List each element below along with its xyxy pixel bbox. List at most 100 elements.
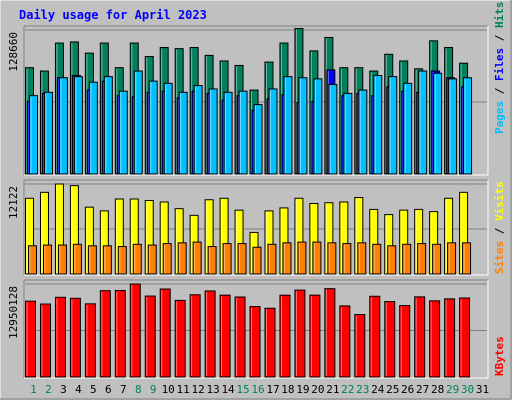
bar-kbytes-day-4: [69, 297, 81, 378]
bar-pages-day-29: [448, 78, 458, 175]
bar-pages-day-4: [73, 76, 83, 175]
legend-pages: Pages: [493, 101, 506, 134]
bar-kbytes-day-24: [369, 295, 381, 378]
day-label: 27: [416, 383, 429, 396]
bar-pages-day-7: [118, 90, 128, 175]
bar-pages-day-16: [253, 104, 263, 175]
y-max-label-visits-sites: 12122: [7, 186, 20, 219]
bar-kbytes-day-25: [384, 301, 396, 378]
bar-kbytes-day-7: [114, 289, 126, 378]
bar-kbytes-day-23: [354, 314, 366, 378]
bar-pages-day-25: [388, 76, 398, 175]
bar-sites-day-18: [282, 242, 292, 275]
bar-pages-day-23: [358, 89, 368, 175]
bar-pages-day-17: [268, 88, 278, 175]
bar-kbytes-day-26: [399, 305, 411, 378]
day-label: 17: [266, 383, 279, 396]
bar-kbytes-day-2: [39, 303, 51, 378]
bar-kbytes-day-13: [204, 290, 216, 378]
bar-sites-day-23: [357, 242, 367, 275]
bar-pages-day-18: [283, 76, 293, 175]
bar-pages-day-24: [373, 75, 383, 175]
bar-sites-day-19: [297, 241, 307, 275]
bar-kbytes-day-9: [144, 295, 156, 378]
bar-pages-day-22: [343, 92, 353, 175]
day-label: 15: [236, 383, 249, 396]
legend-separator: /: [493, 221, 506, 241]
day-label: 30: [461, 383, 474, 396]
bar-sites-day-11: [177, 242, 187, 275]
bar-pages-day-9: [148, 80, 158, 175]
legend-hits: Hits: [493, 2, 506, 29]
day-label: 18: [281, 383, 294, 396]
legend-hits-files-pages: Pages / Files / Hits: [493, 2, 506, 135]
bar-sites-day-13: [207, 246, 217, 275]
panel-kbytes: 12950128 KBytes: [7, 279, 506, 379]
bar-sites-day-30: [462, 242, 472, 275]
bar-kbytes-day-1: [25, 300, 36, 378]
bar-kbytes-day-6: [99, 290, 111, 378]
day-label: 9: [150, 383, 157, 396]
legend-visits: Visits: [493, 181, 506, 221]
legend-separator: /: [493, 81, 506, 101]
day-label: 1: [30, 383, 37, 396]
bar-sites-day-25: [387, 245, 397, 275]
day-label: 3: [60, 383, 67, 396]
day-label: 10: [162, 383, 175, 396]
bar-sites-day-5: [87, 245, 97, 275]
day-label: 24: [371, 383, 385, 396]
bar-kbytes-day-15: [234, 296, 246, 378]
bar-sites-day-3: [57, 244, 67, 275]
bar-pages-day-8: [133, 70, 143, 175]
day-label: 6: [105, 383, 112, 396]
day-label: 21: [326, 383, 339, 396]
bar-pages-day-27: [418, 70, 428, 175]
day-label: 26: [401, 383, 414, 396]
bar-sites-day-21: [327, 242, 337, 275]
day-label: 19: [296, 383, 309, 396]
bar-pages-day-19: [298, 77, 308, 175]
legend-kbytes: KBytes: [493, 336, 506, 376]
bar-sites-day-24: [372, 243, 382, 275]
bar-pages-day-15: [238, 90, 248, 175]
bar-pages-day-11: [178, 91, 188, 175]
bar-pages-day-28: [433, 72, 443, 175]
legend-sites: Sites: [493, 241, 506, 274]
bar-kbytes-day-16: [249, 306, 261, 378]
bar-sites-day-4: [72, 243, 82, 275]
bar-sites-day-6: [102, 245, 112, 275]
bar-kbytes-day-11: [174, 299, 186, 378]
bar-pages-day-12: [193, 85, 203, 175]
day-label: 23: [356, 383, 369, 396]
bar-kbytes-day-14: [219, 294, 231, 378]
bar-sites-day-28: [432, 243, 442, 275]
bar-kbytes-day-8: [129, 283, 141, 378]
bar-kbytes-day-22: [339, 305, 351, 378]
y-max-label-kbytes: 12950128: [7, 286, 20, 339]
bar-kbytes-day-17: [264, 307, 276, 378]
day-label: 14: [221, 383, 235, 396]
bar-sites-day-16: [252, 246, 262, 275]
day-label: 25: [386, 383, 399, 396]
bar-pages-day-10: [163, 82, 173, 175]
bar-sites-day-12: [192, 241, 202, 275]
bar-pages-day-30: [463, 77, 473, 175]
bar-kbytes-day-28: [429, 300, 441, 378]
bar-pages-day-14: [223, 91, 233, 175]
day-label: 20: [311, 383, 324, 396]
bar-kbytes-day-27: [414, 296, 426, 378]
bar-sites-day-22: [342, 243, 352, 275]
bar-kbytes-day-5: [84, 303, 96, 378]
bar-pages-day-5: [88, 81, 98, 175]
bar-pages-day-26: [403, 82, 413, 175]
bar-kbytes-day-10: [159, 288, 171, 378]
bar-kbytes-day-30: [459, 297, 471, 378]
bar-sites-day-15: [237, 243, 247, 275]
day-label: 31: [476, 383, 489, 396]
bar-pages-day-21: [328, 83, 338, 175]
bar-kbytes-day-29: [444, 298, 456, 378]
bar-sites-day-29: [447, 242, 457, 275]
y-max-label-hits-files-pages: 128660: [7, 32, 20, 72]
panel-visits-sites: 12122 Sites / Visits: [7, 179, 506, 276]
